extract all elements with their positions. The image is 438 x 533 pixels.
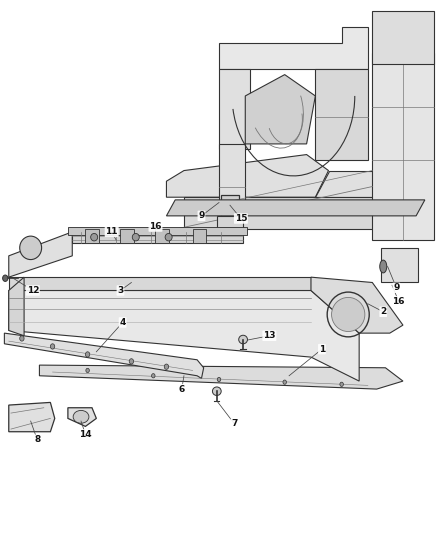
Text: 16: 16 — [392, 297, 405, 305]
Ellipse shape — [86, 368, 89, 373]
Text: 14: 14 — [79, 430, 92, 439]
Polygon shape — [72, 216, 243, 243]
Ellipse shape — [332, 297, 365, 332]
Ellipse shape — [164, 364, 169, 369]
Polygon shape — [315, 171, 429, 197]
Ellipse shape — [380, 260, 387, 273]
Ellipse shape — [340, 382, 343, 386]
Ellipse shape — [283, 380, 286, 384]
Polygon shape — [221, 195, 239, 216]
Text: 15: 15 — [235, 214, 247, 223]
Ellipse shape — [3, 275, 8, 281]
Polygon shape — [219, 27, 368, 69]
Polygon shape — [9, 277, 311, 290]
Ellipse shape — [85, 352, 90, 357]
Polygon shape — [68, 227, 247, 235]
Polygon shape — [39, 365, 403, 389]
Polygon shape — [311, 277, 403, 333]
Ellipse shape — [129, 359, 134, 364]
Text: 2: 2 — [380, 308, 386, 316]
Polygon shape — [315, 69, 368, 160]
Ellipse shape — [91, 233, 98, 241]
Text: 11: 11 — [106, 228, 118, 236]
Polygon shape — [166, 155, 328, 197]
Text: 8: 8 — [34, 435, 40, 444]
Polygon shape — [85, 229, 99, 243]
Polygon shape — [9, 290, 359, 381]
Polygon shape — [372, 53, 434, 240]
Text: 6: 6 — [179, 385, 185, 393]
Ellipse shape — [217, 377, 221, 382]
Text: 9: 9 — [393, 284, 399, 292]
Text: 12: 12 — [27, 286, 39, 295]
Polygon shape — [219, 144, 245, 213]
Polygon shape — [193, 229, 206, 243]
Polygon shape — [184, 197, 416, 229]
Text: 13: 13 — [263, 332, 276, 340]
Polygon shape — [245, 75, 315, 144]
Polygon shape — [166, 200, 425, 216]
Text: 9: 9 — [198, 212, 205, 220]
Ellipse shape — [165, 233, 172, 241]
Polygon shape — [219, 69, 250, 149]
Polygon shape — [155, 229, 169, 243]
Text: 7: 7 — [231, 419, 237, 428]
Polygon shape — [120, 229, 134, 243]
Ellipse shape — [20, 236, 42, 260]
Ellipse shape — [152, 374, 155, 378]
Polygon shape — [381, 248, 418, 282]
Ellipse shape — [239, 335, 247, 344]
Ellipse shape — [20, 336, 24, 341]
Polygon shape — [9, 232, 72, 277]
Ellipse shape — [212, 387, 221, 395]
Text: 3: 3 — [117, 286, 124, 295]
Text: 1: 1 — [319, 345, 325, 353]
Ellipse shape — [73, 410, 89, 423]
Ellipse shape — [50, 344, 55, 349]
Text: 16: 16 — [149, 222, 162, 231]
Polygon shape — [68, 408, 96, 426]
Text: 4: 4 — [120, 318, 126, 327]
Polygon shape — [372, 11, 434, 64]
Ellipse shape — [132, 233, 139, 241]
Polygon shape — [4, 333, 204, 378]
Polygon shape — [9, 402, 55, 432]
Polygon shape — [9, 277, 24, 336]
